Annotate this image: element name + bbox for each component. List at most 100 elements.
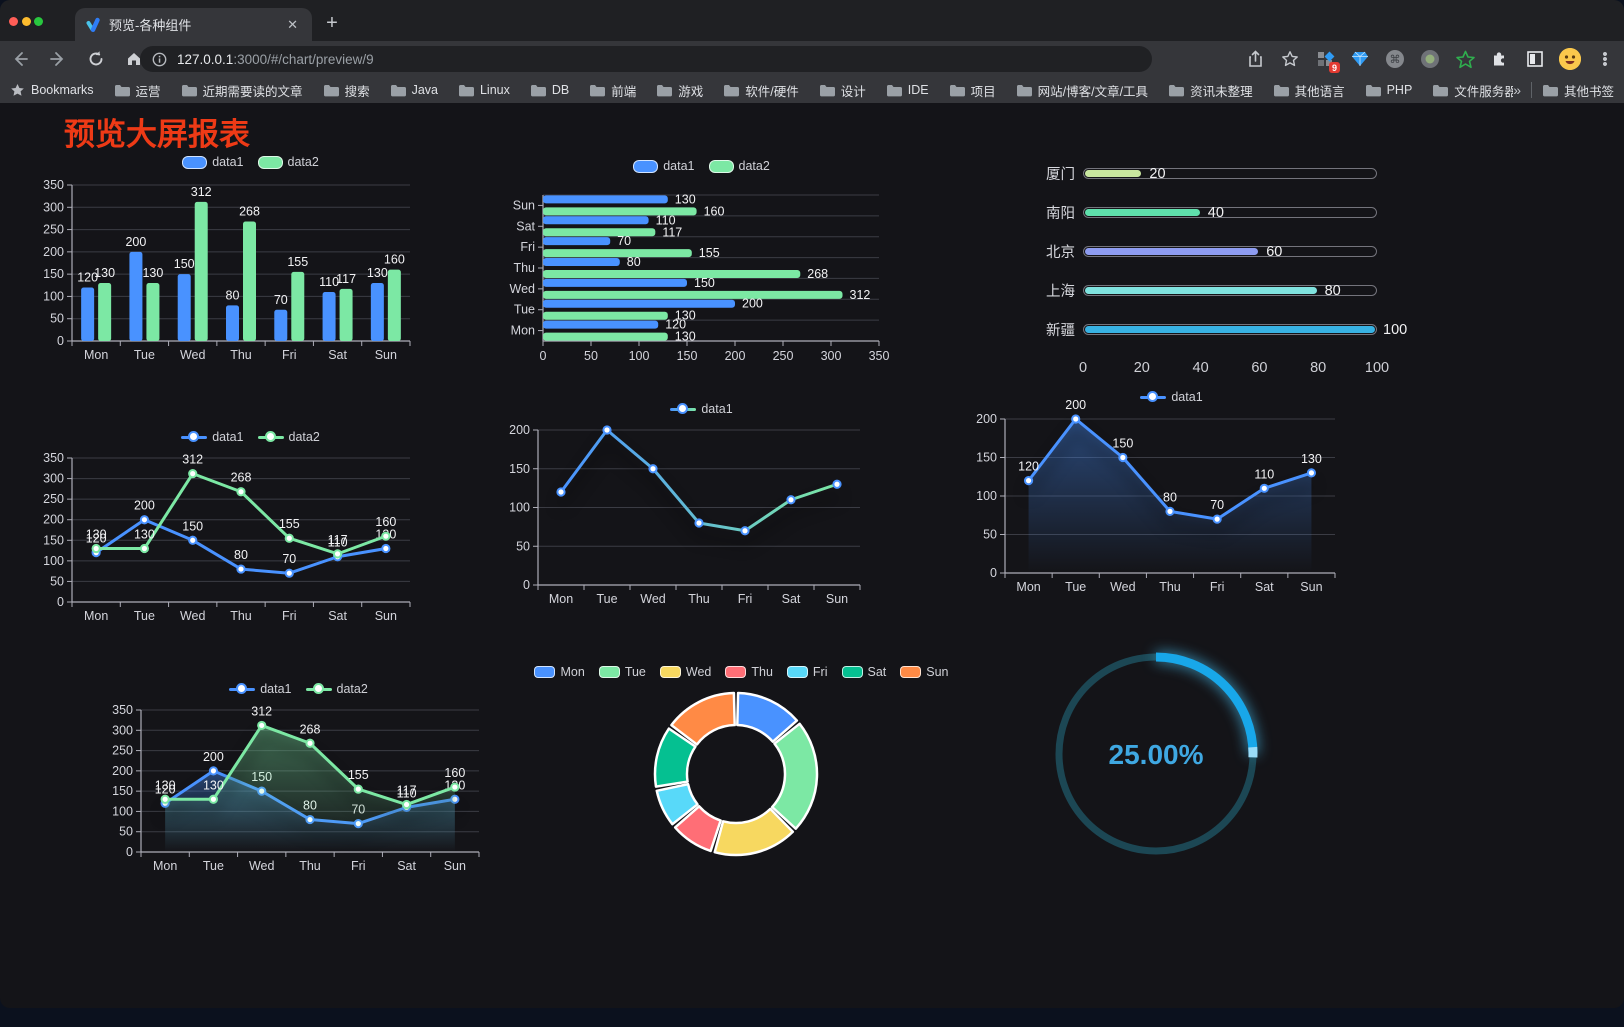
- gem-extension-icon[interactable]: [1349, 48, 1371, 70]
- bookmark-folder[interactable]: 资讯未整理: [1168, 81, 1253, 100]
- share-icon[interactable]: [1244, 48, 1266, 70]
- halfsquare-extension-icon[interactable]: [1524, 48, 1546, 70]
- svg-text:150: 150: [43, 533, 64, 547]
- legend-item-data2[interactable]: data2: [305, 682, 368, 696]
- chart-line-two-series[interactable]: 0 50 100 150 200 250 300 350 Mon Tue Wed Thu Fri Sat S…: [38, 418, 463, 653]
- bookmark-folder-label: IDE: [907, 83, 929, 97]
- legend-item-data1[interactable]: data1: [633, 159, 695, 173]
- svg-text:250: 250: [773, 349, 794, 363]
- bookmark-folder[interactable]: 游戏: [656, 81, 703, 100]
- star-extension-icon[interactable]: [1454, 48, 1476, 70]
- window-controls: [9, 17, 43, 26]
- bookmarks-overflow-button[interactable]: »: [1513, 82, 1521, 98]
- forward-button[interactable]: [46, 47, 70, 71]
- chart-line-gradient[interactable]: 0 50 100 150 200 Mon Tue Wed Thu Fri Sat Sun data1: [503, 395, 900, 625]
- legend-label: Fri: [812, 665, 828, 679]
- legend-item-data1[interactable]: data1: [229, 682, 292, 696]
- window-zoom-button[interactable]: [34, 17, 43, 26]
- progress-row-北京[interactable]: 北京 60: [995, 244, 1377, 261]
- bookmark-folder[interactable]: 设计: [819, 81, 866, 100]
- bookmark-folder[interactable]: 文件服务器: [1432, 81, 1513, 100]
- legend-swatch: [534, 666, 556, 678]
- svg-text:Thu: Thu: [513, 261, 535, 275]
- legend-item-data1[interactable]: data1: [181, 430, 244, 444]
- site-info-icon[interactable]: [152, 52, 167, 67]
- bookmark-folder[interactable]: 运营: [114, 81, 161, 100]
- svg-text:250: 250: [112, 744, 133, 758]
- profile-avatar[interactable]: [1559, 48, 1581, 70]
- bookmark-folder[interactable]: 网站/博客/文章/工具: [1016, 81, 1148, 100]
- legend-item-Tue[interactable]: Tue: [598, 665, 646, 679]
- address-bar[interactable]: 127.0.0.1:3000/#/chart/preview/9: [140, 46, 1152, 72]
- svg-text:200: 200: [976, 412, 997, 426]
- svg-text:Wed: Wed: [180, 609, 206, 623]
- legend-item-Fri[interactable]: Fri: [786, 665, 828, 679]
- progress-row-南阳[interactable]: 南阳 40: [995, 205, 1377, 222]
- legend-item-data1[interactable]: data1: [1140, 390, 1203, 404]
- home-button[interactable]: [122, 47, 146, 71]
- command-extension-icon[interactable]: ⌘: [1384, 48, 1406, 70]
- legend-item-Sat[interactable]: Sat: [841, 665, 886, 679]
- progress-row-上海[interactable]: 上海 80: [995, 283, 1377, 300]
- legend-item-Sun[interactable]: Sun: [900, 665, 949, 679]
- bookmark-folder[interactable]: 其他语言: [1273, 81, 1345, 100]
- puzzle-extensions-icon[interactable]: [1489, 48, 1511, 70]
- svg-text:117: 117: [328, 533, 348, 547]
- new-tab-button[interactable]: +: [326, 12, 338, 34]
- bookmark-folder[interactable]: 软件/硬件: [723, 81, 799, 100]
- svg-text:Thu: Thu: [230, 609, 252, 623]
- back-button[interactable]: [8, 47, 32, 71]
- legend-item-Mon[interactable]: Mon: [534, 665, 585, 679]
- bookmark-folder[interactable]: Linux: [458, 83, 510, 97]
- chart-bar-horizontal[interactable]: 0 50 100 150 200 250 300 350 Sun 130 160 Sat 110 117 F…: [503, 151, 900, 376]
- svg-text:250: 250: [43, 492, 64, 506]
- svg-text:130: 130: [86, 528, 107, 542]
- bookmark-folder[interactable]: 近期需要读的文章: [181, 81, 303, 100]
- other-bookmarks-folder[interactable]: 其他书签: [1542, 81, 1614, 100]
- legend-item-Wed[interactable]: Wed: [659, 665, 711, 679]
- chart-donut[interactable]: Mon Tue Wed Thu Fri Sat Sun: [534, 658, 949, 898]
- bookmark-star-icon[interactable]: [1279, 48, 1301, 70]
- browser-tab[interactable]: 预览-各种组件 ✕: [75, 8, 312, 41]
- progress-row-厦门[interactable]: 厦门 20: [995, 166, 1377, 183]
- legend-item-data2[interactable]: data2: [257, 155, 319, 169]
- chart-progress-bars[interactable]: 厦门 20 南阳 40 北京 60 上海 80 新疆 100 0 20 40 60 80 100: [995, 155, 1407, 395]
- tab-close-button[interactable]: ✕: [287, 16, 298, 32]
- chart-bar-vertical[interactable]: 0 50 100 150 200 250 300 350 Mon Tue Wed Thu Fri Sat S…: [38, 143, 463, 378]
- chart-area-two-series[interactable]: 0 50 100 150 200 250 300 350 Mon Tue Wed Thu Fri Sat S…: [96, 670, 501, 900]
- svg-text:0: 0: [57, 334, 64, 348]
- bookmark-folder[interactable]: DB: [530, 83, 569, 97]
- bookmark-folder[interactable]: 搜索: [323, 81, 370, 100]
- folder-icon: [1273, 84, 1289, 96]
- chart-gauge[interactable]: 25.00%: [1053, 648, 1265, 868]
- reload-button[interactable]: [84, 47, 108, 71]
- bookmarks-root[interactable]: Bookmarks: [10, 83, 94, 98]
- svg-text:100: 100: [976, 489, 997, 503]
- svg-text:200: 200: [725, 349, 746, 363]
- window-minimize-button[interactable]: [21, 17, 31, 26]
- legend-item-Thu[interactable]: Thu: [725, 665, 773, 679]
- legend-swatch: [708, 159, 734, 173]
- bookmark-folder[interactable]: 前端: [589, 81, 636, 100]
- legend-item-data2[interactable]: data2: [257, 430, 320, 444]
- browser-menu-icon[interactable]: • • •: [1602, 45, 1608, 73]
- legend-item-data2[interactable]: data2: [708, 159, 770, 173]
- bookmark-folder[interactable]: 项目: [949, 81, 996, 100]
- bookmark-folder[interactable]: Java: [390, 83, 438, 97]
- legend-item-data1[interactable]: data1: [182, 155, 244, 169]
- legend-item-data1[interactable]: data1: [670, 402, 733, 416]
- svg-text:80: 80: [226, 288, 240, 302]
- bookmark-folder[interactable]: PHP: [1365, 83, 1412, 97]
- dot-extension-icon[interactable]: [1419, 48, 1441, 70]
- svg-text:Fri: Fri: [520, 240, 535, 254]
- legend-swatch: [659, 666, 681, 678]
- bookmark-folder[interactable]: IDE: [886, 83, 929, 97]
- svg-text:Fri: Fri: [351, 859, 366, 873]
- chart-area-single[interactable]: 0 50 100 150 200 Mon Tue Wed Thu Fri Sat Sun 120 200 1…: [976, 383, 1360, 608]
- bookmark-folder-label: 近期需要读的文章: [202, 84, 303, 99]
- progress-row-新疆[interactable]: 新疆 100: [995, 322, 1407, 339]
- svg-text:Mon: Mon: [84, 609, 108, 623]
- extension-grid-icon[interactable]: 9: [1314, 48, 1340, 73]
- window-close-button[interactable]: [9, 17, 18, 26]
- svg-text:Mon: Mon: [549, 592, 573, 606]
